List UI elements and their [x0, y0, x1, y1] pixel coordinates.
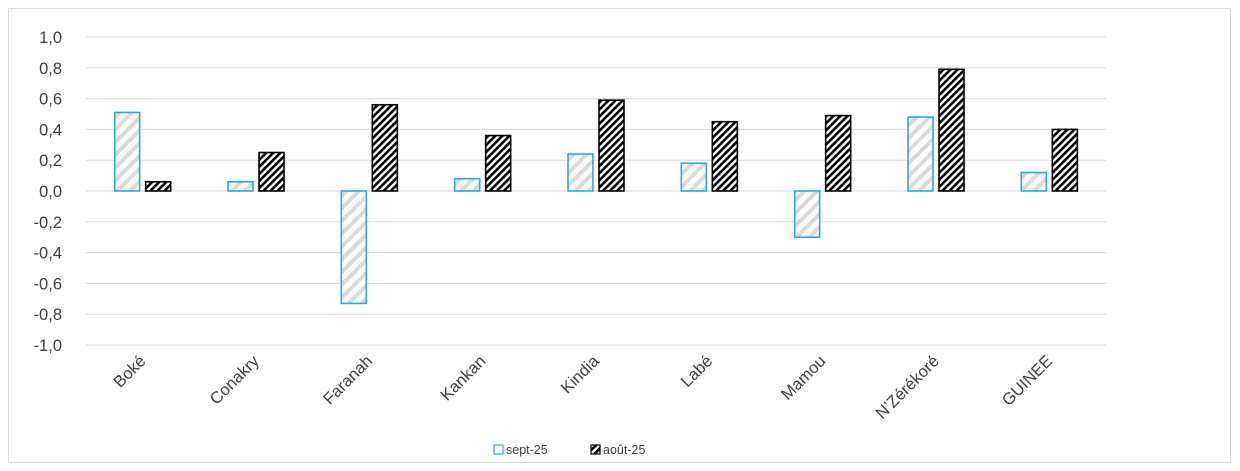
bar-août-25-Boké	[144, 180, 172, 192]
bar-sept-25-Labé	[680, 162, 708, 192]
legend-label-sept-25: sept-25	[506, 443, 548, 457]
category-label: Conakry	[207, 352, 264, 409]
bar-août-25-GUINEE	[1051, 128, 1079, 192]
bar-sept-25-Faranah	[340, 190, 368, 305]
y-tick-label: 0,4	[39, 121, 62, 139]
x-axis-category-labels: Boké Conakry Faranah Kankan Kindia Labé Mamou N…	[110, 352, 1056, 423]
category-label: Labé	[677, 352, 716, 391]
bar-août-25-Kankan	[484, 134, 512, 192]
bar-août-25-Kindia	[598, 99, 625, 192]
y-tick-label: 1,0	[39, 29, 62, 47]
bar-sept-25-Kankan	[453, 177, 481, 192]
legend-swatch-sept-25	[493, 444, 504, 455]
bar-août-25-Conakry	[258, 151, 285, 192]
y-tick-label: 0,6	[39, 91, 62, 109]
legend-swatch-aout-25	[590, 444, 601, 455]
y-tick-label: 0,0	[39, 183, 62, 201]
gridlines	[86, 36, 1106, 346]
bar-sept-25-Conakry	[227, 180, 254, 192]
bars	[113, 68, 1079, 305]
bar-sept-25-GUINEE	[1020, 171, 1048, 192]
y-tick-label: -0,2	[34, 214, 62, 232]
category-label: Faranah	[320, 352, 376, 408]
legend: sept-25 août-25	[493, 443, 645, 457]
y-tick-label: -0,4	[34, 245, 62, 263]
bar-sept-25-N’Zérékoré	[907, 116, 934, 192]
bar-août-25-Faranah	[371, 103, 399, 192]
bar-août-25-N’Zérékoré	[938, 68, 965, 192]
chart-frame	[8, 8, 1231, 463]
y-tick-label: -1,0	[34, 337, 62, 355]
y-tick-label: 0,8	[39, 60, 62, 78]
bar-août-25-Labé	[711, 120, 739, 192]
y-axis-tick-labels: 1,0 0,8 0,6 0,4 0,2 0,0 -0,2 -0,4 -0,6 -0,8 -1,0	[34, 29, 62, 355]
category-label: Kindia	[558, 352, 604, 398]
y-tick-label: -0,6	[34, 275, 62, 293]
category-label: Kankan	[437, 352, 489, 404]
bar-août-25-Mamou	[824, 114, 852, 192]
category-label: Boké	[110, 352, 149, 391]
category-label: Mamou	[778, 352, 830, 404]
y-tick-label: -0,8	[34, 306, 62, 324]
bar-sept-25-Boké	[113, 111, 141, 192]
y-tick-label: 0,2	[39, 152, 62, 170]
bar-sept-25-Kindia	[567, 153, 594, 192]
category-label: GUINEE	[999, 352, 1056, 409]
legend-label-aout-25: août-25	[603, 443, 645, 457]
category-label: N’Zérékoré	[872, 352, 942, 422]
bar-sept-25-Mamou	[793, 190, 821, 239]
